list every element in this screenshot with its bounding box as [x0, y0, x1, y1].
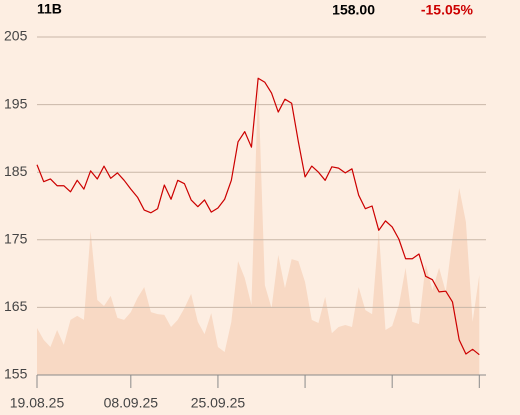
y-tick-label: 205	[4, 28, 28, 44]
y-tick-label: 165	[4, 298, 28, 314]
chart-title: 11B	[37, 1, 62, 17]
x-tick-label: 25.09.25	[191, 395, 246, 411]
x-tick-label: 19.08.25	[10, 395, 65, 411]
y-tick-label: 155	[4, 366, 28, 382]
change-percent: -15.05%	[421, 2, 474, 18]
y-tick-label: 185	[4, 163, 28, 179]
x-tick-label: 08.09.25	[104, 395, 159, 411]
y-tick-label: 175	[4, 231, 28, 247]
last-price: 158.00	[332, 2, 375, 18]
y-tick-label: 195	[4, 95, 28, 111]
price-line	[36, 77, 480, 356]
volume-area	[37, 79, 480, 376]
